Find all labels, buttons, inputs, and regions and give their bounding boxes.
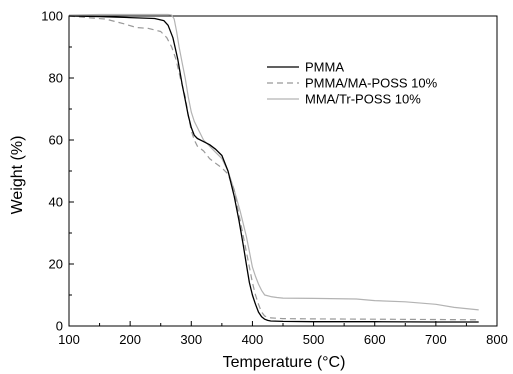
- x-tick-label: 700: [425, 332, 447, 347]
- y-tick-label: 60: [49, 133, 63, 148]
- x-axis-label: Temperature (°C): [223, 354, 346, 371]
- x-tick-label: 200: [119, 332, 141, 347]
- series-line-0: [68, 15, 479, 323]
- x-tick-label: 100: [58, 332, 80, 347]
- legend-label-0: PMMA: [305, 60, 344, 75]
- y-axis-label: Weight (%): [9, 136, 26, 215]
- y-tick-label: 80: [49, 71, 63, 86]
- series-line-1: [68, 15, 479, 321]
- x-tick-label: 600: [364, 332, 386, 347]
- y-axis-ticks: 0 20 40 60 80 100: [41, 9, 74, 334]
- y-tick-label: 40: [49, 195, 63, 210]
- x-tick-label: 800: [486, 332, 508, 347]
- series-line-2: [68, 13, 479, 311]
- series-group: [68, 13, 479, 323]
- x-tick-label: 400: [242, 332, 264, 347]
- plot-frame: [68, 15, 498, 327]
- x-axis-ticks: 100 200 300 400 500 600 700 800: [58, 321, 508, 347]
- y-tick-label: 0: [56, 319, 63, 334]
- legend-label-2: MMA/Tr-POSS 10%: [305, 92, 421, 107]
- y-tick-label: 20: [49, 257, 63, 272]
- x-tick-label: 300: [180, 332, 202, 347]
- x-tick-label: 500: [303, 332, 325, 347]
- y-tick-label: 100: [41, 9, 63, 24]
- plot-area: [68, 15, 498, 327]
- legend-label-1: PMMA/MA-POSS 10%: [305, 76, 438, 91]
